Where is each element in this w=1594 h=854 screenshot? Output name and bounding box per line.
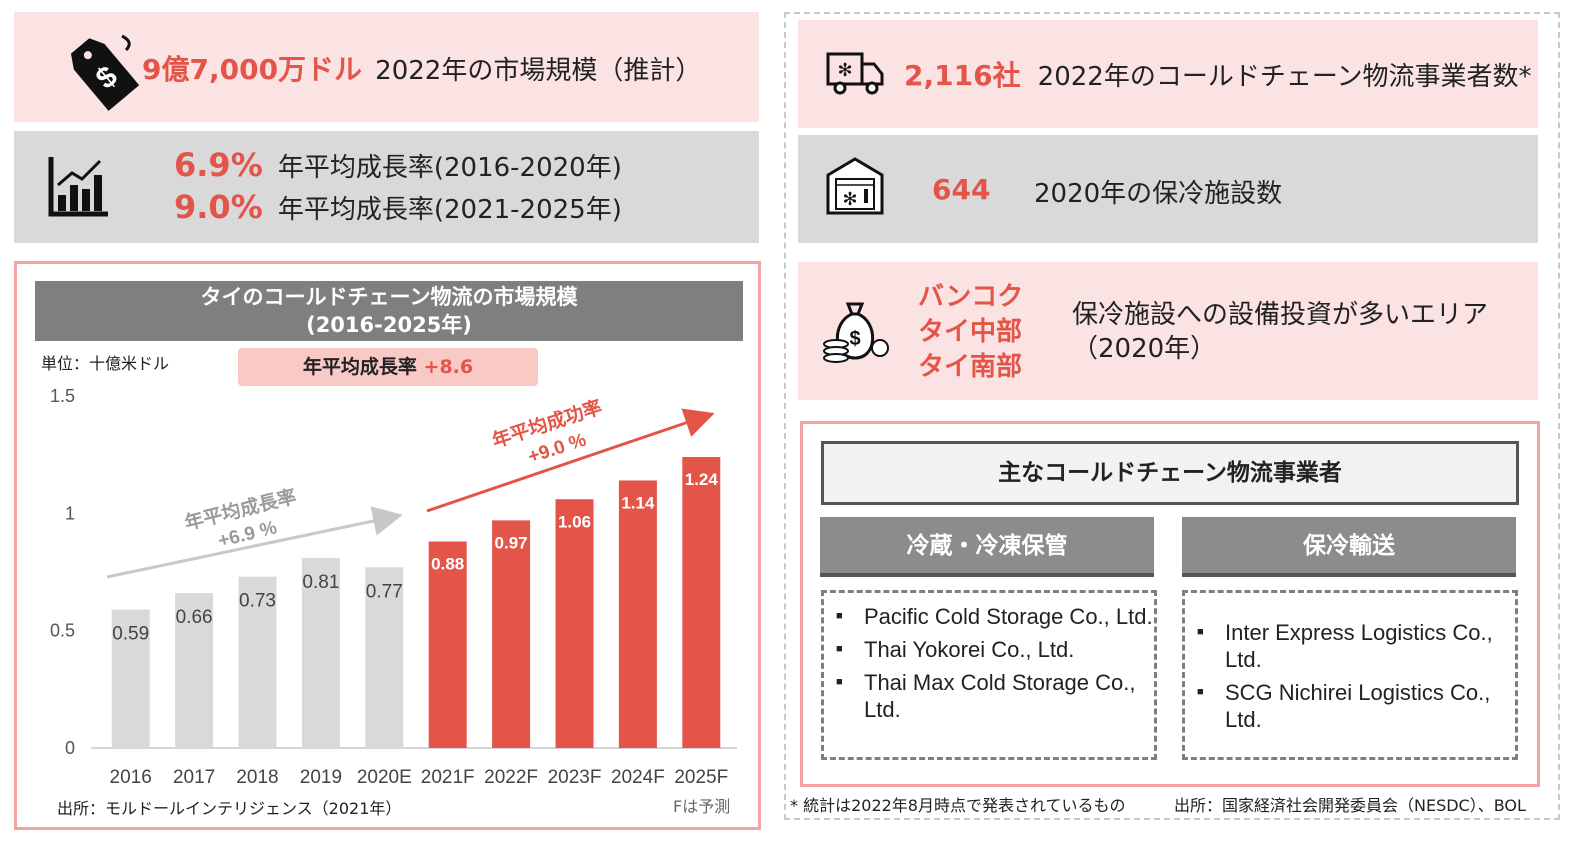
investment-areas-panel: $ バンコク タイ中部 タイ南部 保冷施設への設備投資が多いエリア （2020年… bbox=[798, 262, 1538, 400]
y-tick-label: 0 bbox=[65, 738, 75, 758]
list-item: Thai Max Cold Storage Co., Ltd. bbox=[836, 669, 1154, 723]
market-size-value: 9億7,000万ドル bbox=[142, 53, 363, 86]
data-label-2025F: 1.24 bbox=[685, 470, 719, 489]
svg-text:✻: ✻ bbox=[842, 189, 857, 209]
bar-2023F bbox=[555, 499, 594, 748]
main-operators-title: 主なコールドチェーン物流事業者 bbox=[821, 441, 1519, 505]
y-tick-label: 1.5 bbox=[50, 386, 75, 406]
areas-label: 保冷施設への設備投資が多いエリア bbox=[1072, 300, 1489, 330]
cagr-badge-label: 年平均成長率 bbox=[302, 356, 417, 378]
market-chart-frame: タイのコールドチェーン物流の市場規模 (2016-2025年) 単位：十億米ドル… bbox=[14, 261, 761, 830]
bar-2024F bbox=[618, 480, 657, 748]
cagr-badge-value: +8.6 bbox=[423, 356, 474, 378]
data-label-2018: 0.73 bbox=[239, 591, 276, 612]
bar-2019 bbox=[301, 557, 340, 748]
x-tick-label-2019: 2019 bbox=[300, 767, 342, 788]
x-tick-label-2023F: 2023F bbox=[548, 767, 602, 788]
x-tick-label-2018: 2018 bbox=[236, 767, 278, 788]
cold-transport-header: 保冷輸送 bbox=[1182, 517, 1516, 577]
area-central-thailand: タイ中部 bbox=[918, 317, 1023, 347]
chart-title-bar: タイのコールドチェーン物流の市場規模 (2016-2025年) bbox=[35, 281, 743, 341]
list-item: Inter Express Logistics Co., Ltd. bbox=[1197, 619, 1515, 673]
cagr-2021-2025-label: 年平均成長率(2021-2025年) bbox=[277, 195, 622, 225]
operators-count-value: 2,116社 bbox=[904, 59, 1021, 92]
bar-2017 bbox=[175, 593, 214, 748]
area-southern-thailand: タイ南部 bbox=[918, 352, 1023, 382]
x-tick-label-2021F: 2021F bbox=[421, 767, 475, 788]
svg-text:$: $ bbox=[849, 328, 860, 350]
facilities-panel: ✻ 644 2020年の保冷施設数 bbox=[798, 135, 1538, 243]
data-label-2020E: 0.77 bbox=[366, 581, 403, 602]
trend-arrow-past bbox=[106, 506, 403, 579]
bar-2025F bbox=[682, 457, 721, 748]
data-label-2021F: 0.88 bbox=[431, 554, 464, 573]
chart-subtitle: (2016-2025年) bbox=[306, 313, 472, 337]
facilities-label: 2020年の保冷施設数 bbox=[1034, 179, 1283, 209]
right-panel bbox=[784, 12, 1560, 820]
footer-note: * 統計は2022年8月時点で発表されているもの bbox=[790, 796, 1126, 815]
x-tick-label-2024F: 2024F bbox=[611, 767, 665, 788]
chart-unit-label: 単位：十億米ドル bbox=[41, 354, 170, 373]
chart-source: 出所：モルドールインテリジェンス（2021年） bbox=[57, 799, 402, 818]
list-item: Pacific Cold Storage Co., Ltd. bbox=[836, 603, 1154, 630]
main-operators-box bbox=[800, 421, 1540, 787]
cold-storage-icon: ✻ bbox=[826, 157, 884, 215]
data-label-2019: 0.81 bbox=[302, 572, 339, 593]
y-tick-label: 0.5 bbox=[50, 621, 75, 641]
data-label-2016: 0.59 bbox=[112, 624, 149, 645]
forecast-note: Fは予測 bbox=[673, 797, 731, 816]
cold-storage-header: 冷蔵・冷凍保管 bbox=[820, 517, 1154, 577]
price-tag-icon: $ bbox=[70, 34, 140, 111]
facilities-value: 644 bbox=[932, 173, 991, 206]
cagr-2021-2025-value: 9.0% bbox=[174, 188, 263, 226]
bar-chart-icon bbox=[48, 157, 108, 217]
list-item: SCG Nichirei Logistics Co., Ltd. bbox=[1197, 679, 1515, 733]
cold-transport-list-box: Inter Express Logistics Co., Ltd. SCG Ni… bbox=[1182, 590, 1518, 760]
footer-source: 出所：国家経済社会開発委員会（NESDC）、BOL bbox=[1174, 796, 1526, 815]
market-size-bar-chart: 0 0.5 1 1.5 0.59 2016 0.66 2017 0.73 2018 0.81 2019… bbox=[50, 386, 737, 788]
bar-2021F bbox=[428, 541, 467, 748]
svg-text:✻: ✻ bbox=[837, 60, 852, 80]
areas-label-year: （2020年） bbox=[1072, 334, 1217, 364]
money-bag-icon: $ bbox=[823, 302, 889, 363]
data-label-2024F: 1.14 bbox=[621, 493, 655, 512]
x-tick-label-2020E: 2020E bbox=[357, 767, 412, 788]
cagr-2016-2020-value: 6.9% bbox=[174, 146, 263, 184]
data-label-2017: 0.66 bbox=[176, 607, 213, 628]
cagr-badge: 年平均成長率 +8.6 bbox=[238, 348, 538, 386]
cagr-2016-2020-label: 年平均成長率(2016-2020年) bbox=[277, 153, 622, 183]
cagr-panel: 6.9% 年平均成長率(2016-2020年) 9.0% 年平均成長率(2021… bbox=[14, 131, 759, 243]
chart-title: タイのコールドチェーン物流の市場規模 bbox=[200, 285, 578, 309]
market-size-panel: $ 9億7,000万ドル 2022年の市場規模（推計） bbox=[14, 12, 759, 122]
x-tick-label-2017: 2017 bbox=[173, 767, 215, 788]
bar-2020E bbox=[365, 567, 404, 748]
list-item: Thai Yokorei Co., Ltd. bbox=[836, 636, 1154, 663]
cold-storage-list-box: Pacific Cold Storage Co., Ltd. Thai Yoko… bbox=[821, 590, 1157, 760]
bar-2018 bbox=[238, 576, 277, 748]
refrigerated-truck-icon: ✻ bbox=[826, 52, 884, 95]
bar-2016 bbox=[111, 609, 150, 748]
operators-count-label: 2022年のコールドチェーン物流事業者数* bbox=[1037, 62, 1532, 92]
x-tick-label-2025F: 2025F bbox=[674, 767, 728, 788]
y-tick-label: 1 bbox=[65, 503, 75, 523]
x-tick-label-2022F: 2022F bbox=[484, 767, 538, 788]
data-label-2022F: 0.97 bbox=[495, 533, 528, 552]
bar-2022F bbox=[492, 520, 531, 748]
x-tick-label-2016: 2016 bbox=[110, 767, 152, 788]
area-bangkok: バンコク bbox=[918, 282, 1024, 312]
trend-arrow-forecast bbox=[426, 408, 715, 513]
data-label-2023F: 1.06 bbox=[558, 512, 591, 531]
operators-count-panel: ✻ 2,116社 2022年のコールドチェーン物流事業者数* bbox=[798, 20, 1538, 128]
market-size-label: 2022年の市場規模（推計） bbox=[375, 56, 702, 86]
